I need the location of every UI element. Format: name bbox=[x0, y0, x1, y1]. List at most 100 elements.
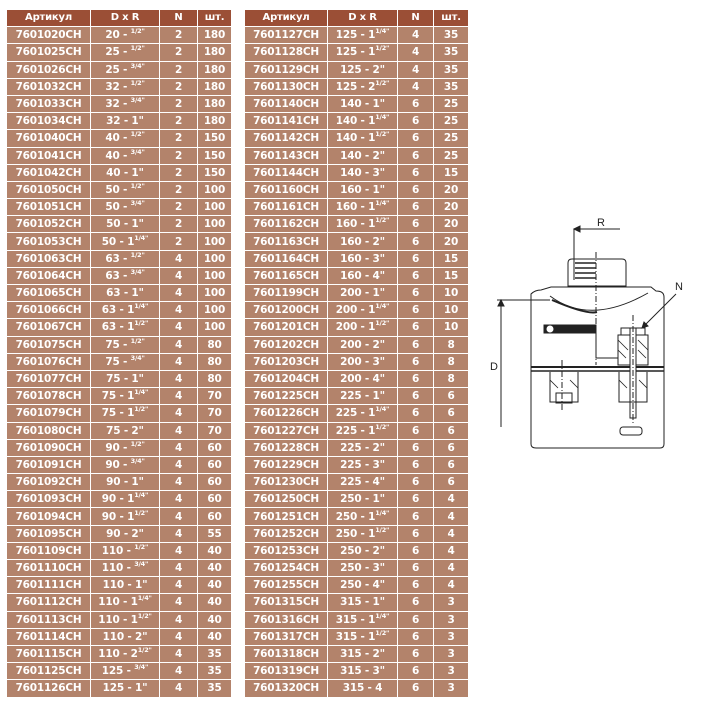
qty-cell: 20 bbox=[433, 232, 469, 251]
n-cell: 4 bbox=[159, 473, 198, 492]
article-cell: 7601050CH bbox=[6, 180, 91, 200]
table-row: 7601032CH 32 - 1/2" 2 180 bbox=[6, 77, 232, 96]
n-cell: 6 bbox=[397, 283, 434, 303]
n-cell: 4 bbox=[159, 593, 198, 612]
qty-cell: 100 bbox=[197, 266, 232, 286]
dxr-fraction: 1/4" bbox=[137, 594, 152, 603]
table-row: 7601052CH 50 - 1" 2 100 bbox=[6, 215, 232, 234]
dxr-cell: 32 - 1/2" bbox=[90, 77, 160, 96]
n-cell: 4 bbox=[159, 558, 198, 578]
article-cell: 7601115CH bbox=[6, 644, 91, 664]
qty-cell: 4 bbox=[433, 507, 469, 526]
dxr-cell: 40 - 1/2" bbox=[90, 129, 160, 148]
dxr-cell: 140 - 3" bbox=[327, 163, 398, 182]
dxr-main: 63 - bbox=[105, 269, 131, 282]
dxr-main: 200 - 4" bbox=[340, 373, 385, 386]
qty-cell: 40 bbox=[197, 576, 232, 595]
dxr-main: 225 - 2" bbox=[340, 441, 385, 454]
article-cell: 7601253CH bbox=[244, 541, 328, 561]
article-cell: 7601040CH bbox=[6, 129, 91, 148]
qty-cell: 4 bbox=[433, 490, 469, 509]
dxr-fraction: 3/4" bbox=[130, 456, 145, 465]
article-cell: 7601229CH bbox=[244, 455, 328, 475]
dxr-main: 50 - 1" bbox=[106, 218, 144, 231]
dxr-main: 125 - 1 bbox=[335, 46, 376, 59]
dxr-main: 140 - 2" bbox=[340, 149, 385, 162]
dxr-main: 63 - 1 bbox=[101, 321, 135, 334]
article-cell: 7601076CH bbox=[6, 352, 91, 371]
dxr-cell: 140 - 11/2" bbox=[327, 129, 398, 148]
header-dxr: D x R bbox=[90, 8, 160, 28]
table-row: 7601227CH 225 - 11/2" 6 6 bbox=[244, 421, 469, 440]
n-cell: 6 bbox=[397, 318, 434, 337]
dxr-main: 63 - bbox=[105, 252, 131, 265]
dxr-cell: 75 - 11/2" bbox=[90, 404, 160, 423]
qty-cell: 100 bbox=[197, 301, 232, 320]
dxr-main: 315 - 2" bbox=[340, 648, 385, 661]
product-table-left: Артикул D x R N шт. 7601020CH 20 - 1/2" 2 1… bbox=[6, 8, 232, 698]
article-cell: 7601053CH bbox=[6, 232, 91, 251]
table-row: 7601164CH 160 - 3" 6 15 bbox=[244, 249, 469, 268]
dxr-fraction: 3/4" bbox=[130, 267, 145, 276]
dxr-fraction: 1/2" bbox=[130, 336, 145, 345]
dxr-fraction: 3/4" bbox=[130, 147, 145, 156]
n-cell: 2 bbox=[159, 60, 198, 79]
table-row: 7601315CH 315 - 1" 6 3 bbox=[244, 593, 469, 612]
table-row: 7601025CH 25 - 1/2" 2 180 bbox=[6, 43, 232, 62]
table-row: 7601160CH 160 - 1" 6 20 bbox=[244, 180, 469, 200]
dxr-main: 225 - 1 bbox=[335, 407, 376, 420]
article-cell: 7601226CH bbox=[244, 404, 328, 423]
dxr-fraction: 1/2" bbox=[134, 319, 149, 328]
dxr-cell: 200 - 4" bbox=[327, 369, 398, 389]
dxr-cell: 225 - 4" bbox=[327, 473, 398, 492]
qty-cell: 6 bbox=[433, 473, 469, 492]
header-qty: шт. bbox=[197, 8, 232, 28]
qty-cell: 40 bbox=[197, 610, 232, 629]
qty-cell: 20 bbox=[433, 180, 469, 200]
dxr-main: 40 - bbox=[105, 132, 131, 145]
dxr-cell: 90 - 11/4" bbox=[90, 490, 160, 509]
dxr-cell: 160 - 11/4" bbox=[327, 198, 398, 217]
header-n: N bbox=[397, 8, 434, 28]
qty-cell: 3 bbox=[433, 662, 469, 681]
n-cell: 4 bbox=[159, 524, 198, 543]
table-row: 7601127CH 125 - 11/4" 4 35 bbox=[244, 26, 469, 45]
qty-cell: 100 bbox=[197, 283, 232, 303]
n-cell: 6 bbox=[397, 507, 434, 526]
article-cell: 7601127CH bbox=[244, 26, 328, 45]
qty-cell: 100 bbox=[197, 215, 232, 234]
dxr-main: 90 - bbox=[105, 458, 131, 471]
qty-cell: 6 bbox=[433, 387, 469, 406]
table-row: 7601140CH 140 - 1" 6 25 bbox=[244, 94, 469, 114]
table-row: 7601255CH 250 - 4" 6 4 bbox=[244, 576, 469, 595]
dxr-fraction: 1/2" bbox=[375, 319, 390, 328]
article-cell: 7601052CH bbox=[6, 215, 91, 234]
article-cell: 7601141CH bbox=[244, 112, 328, 131]
dxr-cell: 315 - 11/2" bbox=[327, 627, 398, 646]
dxr-fraction: 1/2" bbox=[137, 611, 152, 620]
dxr-cell: 63 - 11/4" bbox=[90, 301, 160, 320]
dxr-cell: 20 - 1/2" bbox=[90, 26, 160, 45]
dxr-main: 75 - 1 bbox=[101, 390, 135, 403]
dxr-cell: 63 - 3/4" bbox=[90, 266, 160, 286]
dxr-cell: 63 - 1" bbox=[90, 283, 160, 303]
label-d: D bbox=[490, 361, 498, 373]
dxr-main: 140 - 3" bbox=[340, 166, 385, 179]
dxr-main: 32 - 1" bbox=[106, 115, 144, 128]
qty-cell: 10 bbox=[433, 301, 469, 320]
article-cell: 7601109CH bbox=[6, 541, 91, 561]
article-cell: 7601200CH bbox=[244, 301, 328, 320]
dxr-cell: 250 - 2" bbox=[327, 541, 398, 561]
dxr-fraction: 1/2" bbox=[130, 130, 145, 139]
qty-cell: 8 bbox=[433, 335, 469, 354]
dxr-cell: 110 - 2" bbox=[90, 627, 160, 646]
table-row: 7601076CH 75 - 3/4" 4 80 bbox=[6, 352, 232, 371]
qty-cell: 100 bbox=[197, 318, 232, 337]
article-cell: 7601080CH bbox=[6, 421, 91, 440]
qty-cell: 40 bbox=[197, 593, 232, 612]
qty-cell: 100 bbox=[197, 249, 232, 268]
qty-cell: 60 bbox=[197, 455, 232, 475]
article-cell: 7601033CH bbox=[6, 94, 91, 114]
dxr-main: 63 - 1" bbox=[106, 287, 144, 300]
n-cell: 2 bbox=[159, 94, 198, 114]
